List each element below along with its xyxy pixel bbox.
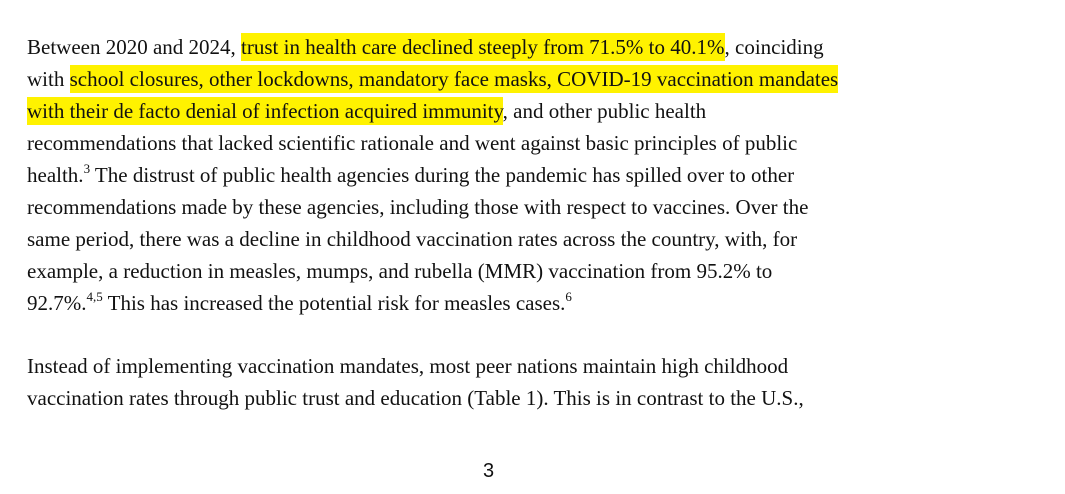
text-segment: vaccination rates through public trust a… [27, 386, 804, 410]
page-number: 3 [483, 460, 495, 482]
text-segment: health. [27, 163, 84, 187]
footnote-ref[interactable]: 3 [83, 161, 91, 176]
text-segment: , coinciding [724, 35, 824, 59]
text-line: Instead of implementing vaccination mand… [27, 350, 838, 382]
text-line: recommendations made by these agencies, … [27, 191, 838, 223]
text-segment: , and other public health [502, 99, 707, 123]
text-segment: 92.7%. [27, 291, 87, 315]
text-segment: recommendations that lacked scientific r… [27, 131, 798, 155]
text-segment: with [27, 67, 70, 91]
text-line: 92.7%.4,5 This has increased the potenti… [27, 287, 838, 319]
text-segment: recommendations made by these agencies, … [27, 195, 809, 219]
text-segment: Between 2020 and 2024, [27, 35, 242, 59]
text-segment: example, a reduction in measles, mumps, … [27, 259, 773, 283]
highlighted-text: with their de facto denial of infection … [27, 97, 503, 125]
paragraph-gap [27, 319, 838, 350]
text-line: example, a reduction in measles, mumps, … [27, 255, 838, 287]
text-segment: same period, there was a decline in chil… [27, 227, 798, 251]
text-line: Between 2020 and 2024, trust in health c… [27, 31, 838, 63]
text-line: recommendations that lacked scientific r… [27, 127, 838, 159]
text-segment: The distrust of public health agencies d… [90, 163, 795, 187]
highlighted-text: school closures, other lockdowns, mandat… [69, 65, 839, 93]
text-line: with school closures, other lockdowns, m… [27, 63, 839, 95]
document-body: Between 2020 and 2024, trust in health c… [27, 31, 839, 414]
paragraph: Instead of implementing vaccination mand… [27, 350, 838, 414]
text-line: same period, there was a decline in chil… [27, 223, 838, 255]
footnote-ref[interactable]: 6 [565, 289, 572, 304]
footnote-ref[interactable]: 4,5 [86, 289, 103, 304]
text-segment: This has increased the potential risk fo… [102, 291, 566, 315]
text-line: vaccination rates through public trust a… [27, 382, 838, 414]
text-line: health.3 The distrust of public health a… [27, 159, 838, 191]
paragraph: Between 2020 and 2024, trust in health c… [27, 31, 839, 319]
text-segment: Instead of implementing vaccination mand… [27, 354, 789, 378]
text-line: with their de facto denial of infection … [27, 95, 838, 127]
highlighted-text: trust in health care declined steeply fr… [241, 33, 725, 61]
